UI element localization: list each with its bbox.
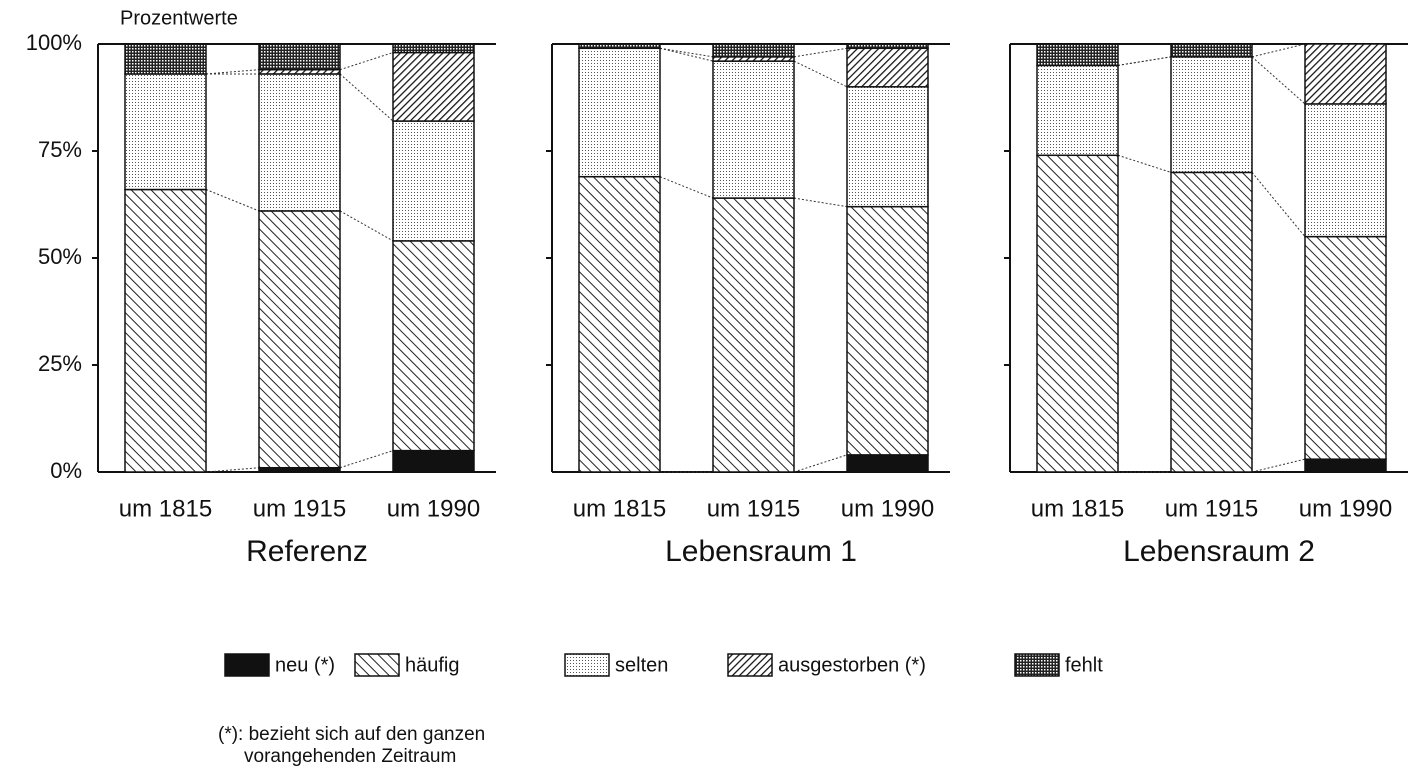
y-tick-label: 25%: [38, 351, 82, 376]
y-tick-label: 75%: [38, 137, 82, 162]
group-title: Lebensraum 2: [1123, 535, 1315, 568]
connector: [1251, 43, 1306, 58]
connector: [205, 467, 260, 473]
bar-segment: [124, 43, 207, 75]
connector: [793, 60, 848, 88]
connector: [205, 69, 260, 75]
legend-label: häufig: [405, 654, 460, 676]
connector: [1117, 56, 1172, 66]
bar-segment: [392, 240, 475, 452]
bar-segment: [578, 43, 661, 50]
bar-segment: [846, 86, 929, 208]
group-title: Lebensraum 1: [665, 535, 857, 568]
y-tick-label: 0%: [50, 458, 82, 483]
connector: [1251, 172, 1306, 237]
connector: [659, 47, 714, 62]
bar-segment: [1170, 43, 1253, 58]
bar-segment: [712, 197, 795, 473]
bar-segment: [1036, 43, 1119, 67]
bar-segment: [124, 73, 207, 191]
connector: [793, 197, 848, 208]
x-tick-label: um 1815: [1031, 495, 1124, 522]
connector: [793, 454, 848, 473]
y-tick-label: 50%: [38, 244, 82, 269]
bar-segment: [392, 51, 475, 122]
bar-segment: [124, 188, 207, 473]
connector: [339, 210, 394, 242]
x-tick-label: um 1990: [1299, 495, 1392, 522]
x-tick-label: um 1990: [387, 495, 480, 522]
bar-segment: [846, 43, 929, 50]
y-tick-label: 100%: [26, 30, 82, 55]
legend-label: ausgestorben (*): [778, 654, 926, 676]
connector: [1117, 154, 1172, 173]
y-axis-label: Prozentwerte: [120, 7, 238, 29]
bar-segment: [712, 60, 795, 199]
bar-segment: [392, 43, 475, 54]
bar-segment: [258, 43, 341, 71]
x-tick-label: um 1915: [1165, 495, 1258, 522]
bar-segment: [1036, 64, 1119, 157]
legend-swatch: [224, 653, 270, 677]
bar-segment: [258, 73, 341, 212]
bar-segment: [1170, 171, 1253, 473]
bar-segment: [1170, 56, 1253, 174]
x-tick-label: um 1990: [841, 495, 934, 522]
bar-segment: [392, 120, 475, 242]
x-tick-label: um 1915: [707, 495, 800, 522]
legend-label: neu (*): [275, 654, 335, 676]
bar-segment: [258, 210, 341, 469]
bar-segment: [578, 47, 661, 178]
connector: [659, 176, 714, 199]
x-tick-label: um 1815: [573, 495, 666, 522]
legend-swatch: [354, 653, 400, 677]
connector: [1251, 458, 1306, 473]
bar-segment: [1304, 43, 1387, 105]
legend-swatch: [727, 653, 773, 677]
connector: [1251, 56, 1306, 105]
bar-segment: [712, 43, 795, 58]
connector: [339, 450, 394, 469]
connector: [339, 52, 394, 71]
connector: [793, 47, 848, 58]
connector: [339, 73, 394, 122]
bar-segment: [1304, 235, 1387, 460]
legend-swatch: [564, 653, 610, 677]
x-tick-label: um 1815: [119, 495, 212, 522]
bar-segment: [578, 175, 661, 473]
bar-segment: [392, 449, 475, 473]
bar-segment: [1304, 458, 1387, 473]
bar-segment: [1304, 103, 1387, 238]
group-title: Referenz: [246, 535, 368, 568]
note: (*): bezieht sich auf den ganzen: [218, 724, 485, 745]
connector: [205, 189, 260, 212]
bar-segment: [846, 454, 929, 473]
note: vorangehenden Zeitraum: [244, 746, 456, 767]
bar-segment: [1036, 154, 1119, 473]
bar-segment: [846, 205, 929, 456]
legend-swatch: [1014, 653, 1060, 677]
legend-label: fehlt: [1065, 654, 1103, 676]
legend-label: selten: [615, 654, 668, 676]
connector: [659, 47, 714, 58]
bar-segment: [846, 47, 929, 88]
x-tick-label: um 1915: [253, 495, 346, 522]
